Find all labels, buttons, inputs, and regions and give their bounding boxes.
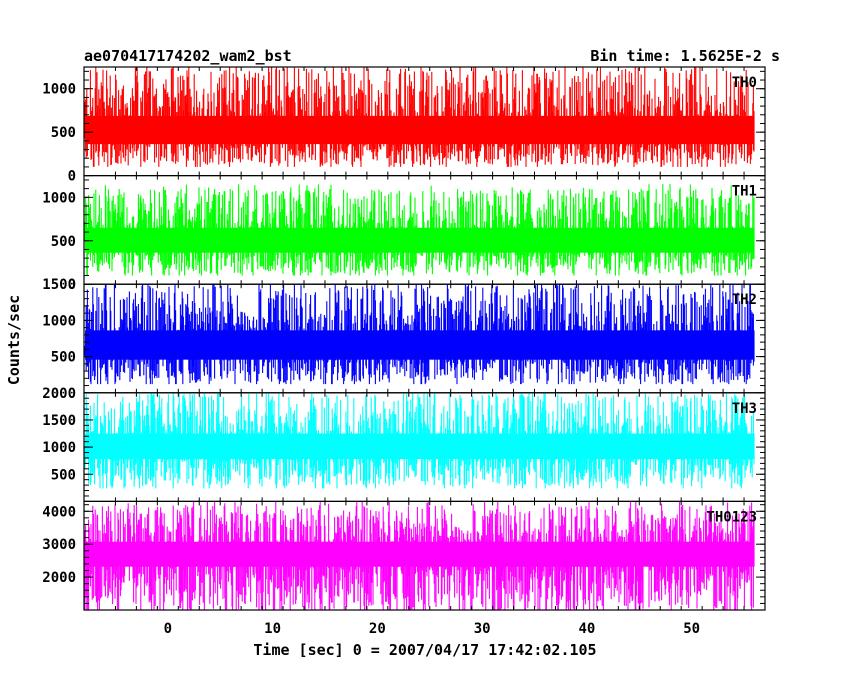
panel-th3: 500 1000 1500 2000 TH3 (42, 386, 766, 502)
series-core-th0 (85, 115, 755, 145)
series-label-th3: TH3 (732, 401, 757, 417)
y-tick-label: 0 (68, 277, 76, 293)
panel-frame (83, 500, 766, 611)
y-tick-label: 1000 (42, 313, 76, 329)
chart-title: ae070417174202_wam2_bst (84, 47, 292, 65)
x-tick-label: 20 (369, 621, 386, 637)
series-line-th0 (84, 67, 755, 167)
x-tick-label: 0 (164, 621, 172, 637)
x-axis-label: Time [sec] 0 = 2007/04/17 17:42:02.105 (253, 641, 596, 659)
x-tick-label: 50 (683, 621, 700, 637)
series-label-th0: TH0 (732, 75, 757, 91)
series-core-th3 (85, 433, 755, 460)
y-tick-label: 1000 (42, 190, 76, 206)
y-tick-label: 2000 (42, 386, 76, 402)
panel-th0123: 2000 3000 4000 TH0123 (42, 500, 766, 611)
panel-th1: 0 500 1000 TH1 (42, 175, 766, 293)
series-label-th2: TH2 (732, 292, 757, 308)
series-core-th1 (85, 227, 755, 253)
y-tick-label: 500 (51, 125, 76, 141)
y-tick-label: 0 (68, 169, 76, 185)
x-tick-label: 10 (264, 621, 281, 637)
y-tick-label: 1500 (42, 277, 76, 293)
y-tick-label: 3000 (42, 537, 76, 553)
bin-time-label: Bin time: 1.5625E-2 s (590, 47, 780, 65)
y-axis-label: Counts/sec (5, 295, 23, 385)
y-tick-label: 1500 (42, 413, 76, 429)
y-tick-label: 2000 (42, 570, 76, 586)
panel-th0: 0 500 1000 TH0 (42, 66, 766, 185)
y-tick-label: 500 (51, 234, 76, 250)
panel-th2: 500 1000 1500 TH2 (42, 277, 766, 394)
x-tick-label: 30 (474, 621, 491, 637)
y-tick-label: 500 (51, 350, 76, 366)
x-tick-label: 40 (578, 621, 595, 637)
y-tick-label: 1000 (42, 82, 76, 98)
series-core-th2 (85, 330, 755, 360)
y-tick-label: 1000 (42, 440, 76, 456)
series-core-th0123 (85, 541, 755, 567)
series-label-th0123: TH0123 (706, 509, 757, 525)
y-tick-label: 4000 (42, 504, 76, 520)
y-tick-label: 500 (51, 467, 76, 483)
series-label-th1: TH1 (732, 184, 757, 200)
